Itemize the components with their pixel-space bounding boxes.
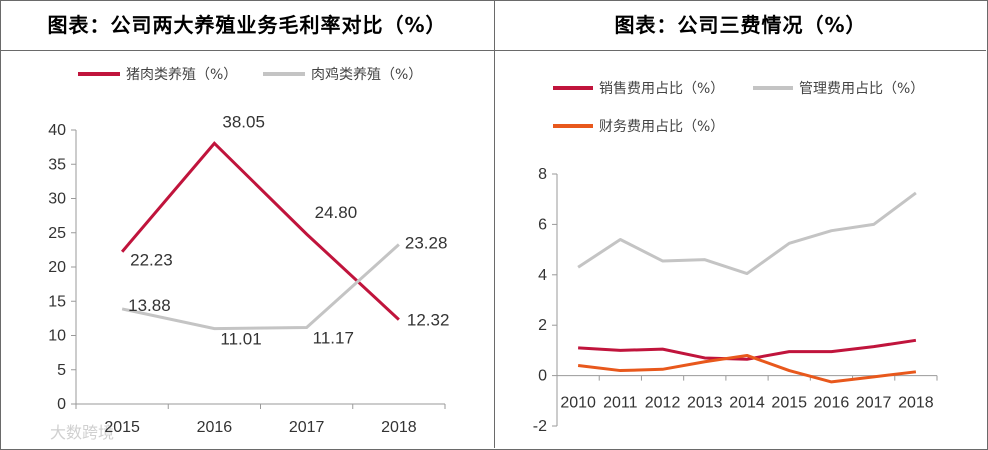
data-label: 38.05 [222,112,265,131]
x-tick-label: 2014 [729,395,765,412]
data-label: 11.01 [220,330,261,349]
right-panel: 图表：公司三费情况（%） [495,0,986,448]
x-tick-label: 2013 [687,395,723,412]
x-tick-label: 2016 [814,395,850,412]
left-chart: 大数跨境 0 5 10 15 20 25 30 35 40 2015 2016 2017 2018 22.… [48,66,450,442]
legend-label: 管理费用占比（%） [799,81,924,97]
legend-label: 销售费用占比（%） [599,81,724,97]
y-tick-label: -2 [533,418,547,435]
x-tick-label: 2012 [645,395,681,412]
x-tick-label: 2018 [381,419,417,436]
legend-label: 肉鸡类养殖（%） [311,66,422,83]
series-line-pork [120,141,400,321]
y-tick-label: 5 [57,362,66,379]
left-panel: 图表：公司两大养殖业务毛利率对比（%） [0,0,495,448]
series-line-selling [578,338,917,361]
data-label: 11.17 [313,328,354,347]
data-label: 24.80 [315,203,358,222]
data-label: 23.28 [405,234,448,253]
series-line-chicken [121,243,400,331]
legend-label: 财务费用占比（%） [599,119,724,135]
watermark-text: 大数跨境 [50,423,114,442]
x-tick-label: 2017 [289,419,325,436]
x-tick-label: 2010 [560,395,596,412]
y-tick-label: 0 [57,396,66,413]
legend-label: 猪肉类养殖（%） [126,66,237,83]
y-tick-label: 2 [538,317,547,334]
x-tick-label: 2011 [603,395,638,412]
y-tick-label: 4 [538,267,547,284]
x-tick-label: 2017 [856,395,892,412]
y-tick-label: 40 [48,122,66,139]
y-tick-label: 6 [538,216,547,233]
x-tick-label: 2015 [104,419,140,436]
y-tick-label: 25 [48,225,66,242]
y-tick-label: 15 [48,293,66,310]
x-tick-label: 2015 [771,395,807,412]
series-line-finance [577,353,917,384]
series-line-admin [577,191,917,276]
y-tick-label: 30 [48,191,66,208]
right-chart-title: 图表：公司三费情况（%） [495,0,986,51]
y-tick-label: 35 [48,156,66,173]
y-tick-label: 0 [538,368,547,385]
left-chart-title: 图表：公司两大养殖业务毛利率对比（%） [0,0,494,51]
x-tick-label: 2018 [898,395,934,412]
data-label: 13.88 [128,296,171,315]
data-label: 22.23 [130,251,173,270]
x-tick-label: 2016 [197,419,233,436]
y-tick-label: 8 [538,166,547,183]
y-tick-label: 20 [48,259,66,276]
y-tick-label: 10 [48,328,66,345]
right-chart: -2 0 2 4 6 8 2010 2011 2012 2013 2014 2015 2016 2017 2… [533,81,938,435]
data-label: 12.32 [407,311,450,330]
